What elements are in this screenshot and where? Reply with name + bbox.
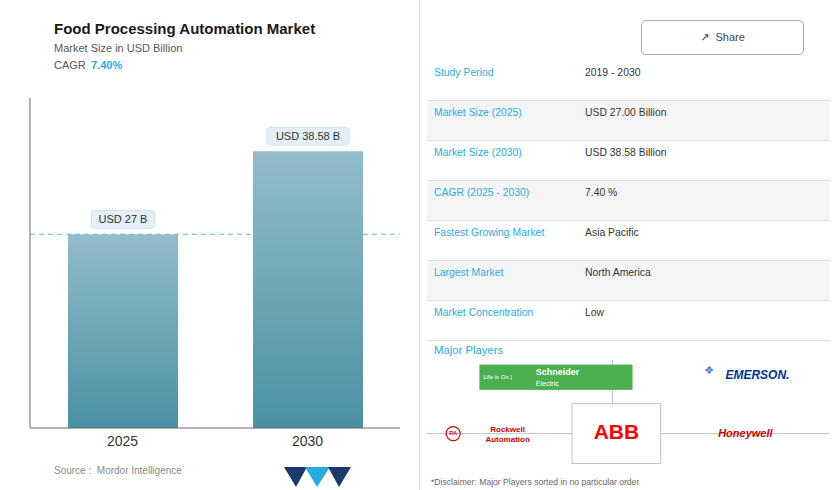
svg-text:Honeywell: Honeywell	[718, 427, 773, 439]
svg-text:ABB: ABB	[594, 420, 640, 443]
html-text:Major Players: Major Players	[434, 344, 504, 356]
html-text:7.40%: 7.40%	[91, 59, 123, 71]
html-text:Asia Pacific: Asia Pacific	[585, 227, 639, 238]
html-text:Food Processing Automation Mar: Food Processing Automation Market	[54, 20, 316, 37]
html-text:Source : Mordor Intelligence: Source : Mordor Intelligence	[54, 465, 182, 476]
html-text:Study Period: Study Period	[434, 67, 494, 78]
html-text:Low: Low	[585, 307, 605, 318]
html-text:2019 - 2030: 2019 - 2030	[585, 67, 641, 78]
svg-text:USD 27 B: USD 27 B	[99, 213, 148, 225]
html-text:Fastest Growing Market: Fastest Growing Market	[434, 227, 545, 238]
svg-text:2025: 2025	[107, 433, 138, 449]
svg-text:RockwellAutomation: RockwellAutomation	[485, 425, 530, 444]
html-text:CAGR: CAGR	[54, 59, 86, 71]
html-text:CAGR (2025 - 2030): CAGR (2025 - 2030)	[434, 187, 530, 198]
html-text:7.40 %: 7.40 %	[585, 187, 618, 198]
html-text:*Disclaimer: Major Players sor: *Disclaimer: Major Players sorted in no …	[431, 477, 640, 487]
svg-text:USD 38.58 B: USD 38.58 B	[276, 130, 340, 142]
html-text:Market Size (2025): Market Size (2025)	[434, 107, 522, 118]
html-text:Largest Market: Largest Market	[434, 267, 504, 278]
html-text:USD 27.00 Billion: USD 27.00 Billion	[585, 107, 667, 118]
svg-text:2030: 2030	[292, 433, 323, 449]
svg-text:Schneider: Schneider	[536, 367, 580, 377]
html-text:Market Size in USD Billion: Market Size in USD Billion	[54, 42, 183, 54]
html-text:USD 38.58 Billion: USD 38.58 Billion	[585, 147, 667, 158]
svg-text:RA: RA	[449, 430, 457, 436]
svg-text:❖: ❖	[704, 364, 714, 376]
svg-text:Life is On |: Life is On |	[483, 374, 512, 380]
html-text:Market Concentration: Market Concentration	[434, 307, 534, 318]
html-text:Market Size (2030): Market Size (2030)	[434, 147, 522, 158]
svg-text:EMERSON.: EMERSON.	[725, 368, 789, 382]
svg-text:Electric: Electric	[536, 380, 559, 387]
html-text:↗ Share: ↗ Share	[700, 31, 745, 43]
html-text:North America: North America	[585, 267, 651, 278]
